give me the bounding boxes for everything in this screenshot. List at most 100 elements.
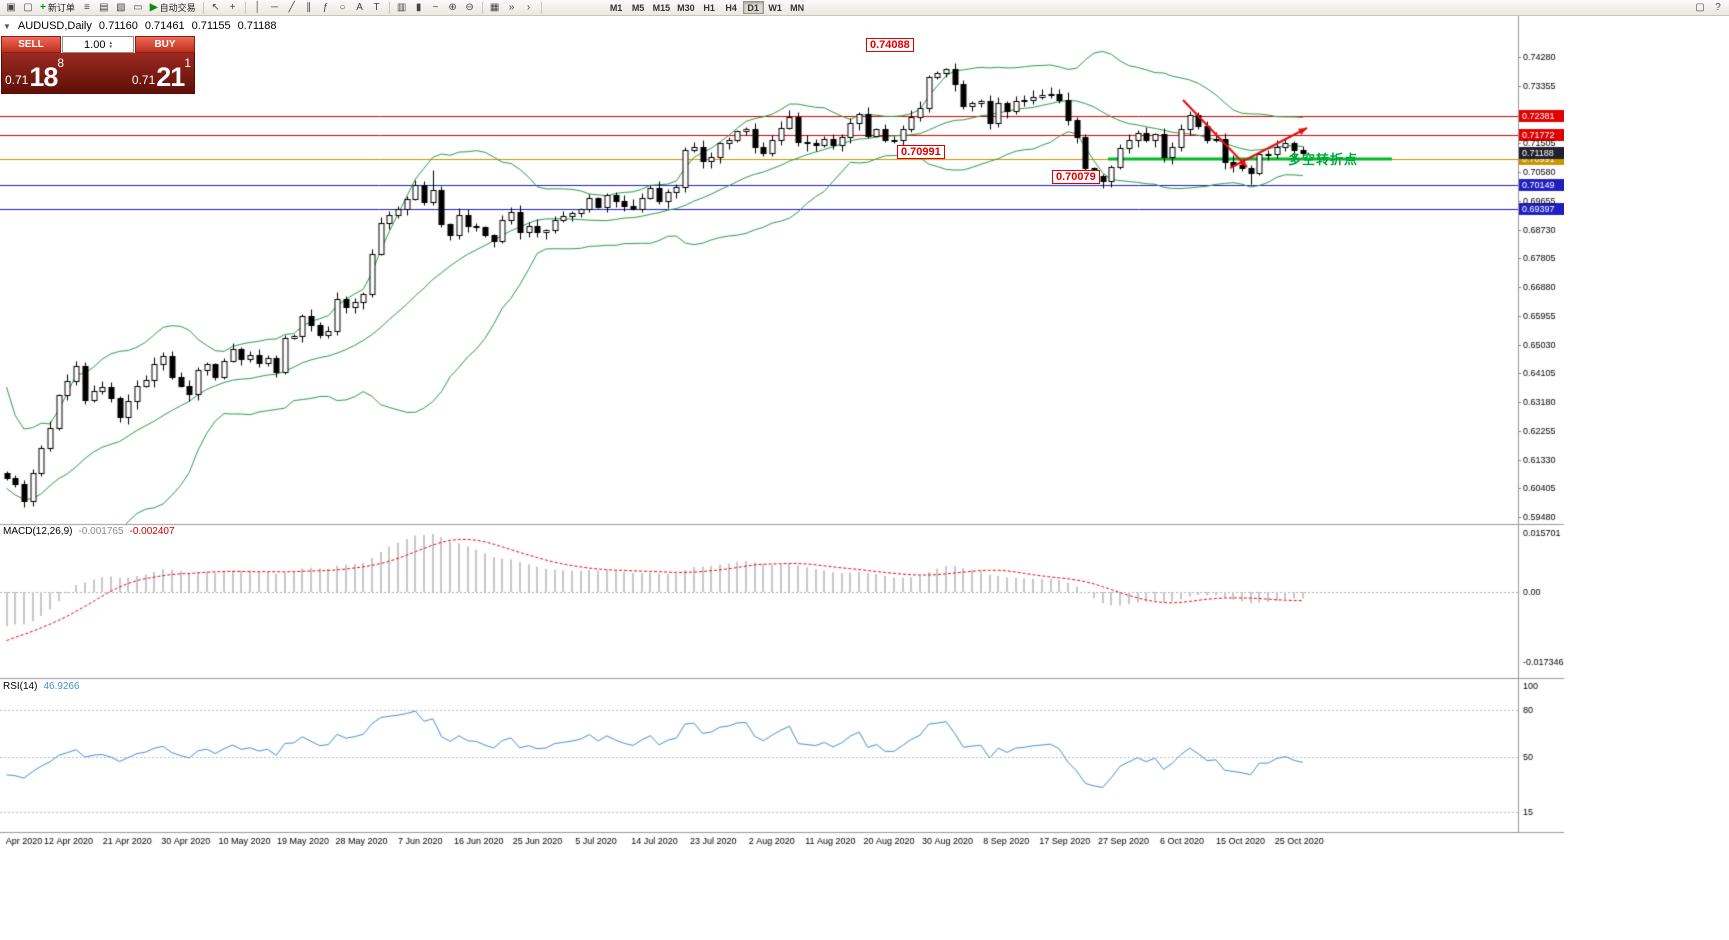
volume-spinner[interactable]: ▴ ▾ — [109, 39, 112, 50]
charts-bar-button[interactable]: ▣ — [3, 1, 19, 15]
zoom-out-button[interactable]: ⊖ — [462, 1, 478, 15]
timeframe-m15-button[interactable]: M15 — [652, 2, 671, 13]
one-click-collapse-icon[interactable]: ▼ — [3, 21, 11, 31]
volume-value: 1.00 — [84, 38, 106, 51]
timeframe-w1-button[interactable]: W1 — [768, 2, 782, 13]
timeframe-h1-button[interactable]: H1 — [703, 2, 715, 13]
market-watch-button[interactable]: ≡ — [79, 1, 95, 15]
question-icon: ? — [1715, 1, 1721, 13]
terminal-button[interactable]: ▭ — [130, 1, 146, 15]
one-click-trading-panel: SELL 1.00 ▴ ▾ BUY 0.71 18 8 0.71 21 1 — [1, 36, 195, 94]
book-icon: ▤ — [99, 1, 109, 13]
linechart-icon: ~ — [432, 1, 439, 13]
fibo-icon: ƒ — [322, 1, 329, 13]
ohlc-open: 0.71160 — [98, 20, 138, 32]
bid-prefix: 0.71 — [5, 73, 29, 87]
timeframe-d1-button[interactable]: D1 — [742, 1, 764, 14]
bid-price[interactable]: 0.71 18 8 — [5, 53, 64, 93]
hline-icon: ─ — [271, 1, 279, 13]
rsi-value: 46.9266 — [43, 681, 80, 692]
tile-windows-button[interactable]: ▦ — [487, 1, 503, 15]
timeframe-m30-button[interactable]: M30 — [677, 2, 695, 13]
ask-big-digits: 21 — [156, 62, 185, 92]
horizontal-line-button[interactable]: ─ — [267, 1, 283, 15]
cursor-icon: ↖ — [211, 1, 220, 13]
main-toolbar: ▣ ▢ + 新订单 ≡ ▤ ▧ ▭ ▶ 自动交易 ↖ + │ ─ ╱ ∥ ƒ ○ A T ▥ ▮ ~ ⊕ ⊖ ▦» › M1 M5 M15… — [0, 0, 1729, 16]
pivot-annotation-text[interactable]: 多空转折点 — [1288, 152, 1359, 167]
bar-chart-mode-button[interactable]: ▥ — [394, 1, 410, 15]
new-order-label: 新订单 — [47, 3, 75, 13]
trade-panel-header: SELL 1.00 ▴ ▾ BUY — [1, 36, 195, 53]
terminal-icon: ▭ — [133, 1, 143, 13]
ohlc-high: 0.71461 — [144, 20, 185, 32]
chart-symbol-label: AUDUSD,Daily — [17, 20, 92, 32]
shapes-button[interactable]: ○ — [335, 1, 351, 15]
spinner-up-icon[interactable]: ▴ — [109, 39, 112, 46]
auto-scroll-button[interactable]: » — [504, 1, 520, 15]
volume-field[interactable]: 1.00 ▴ ▾ — [62, 36, 134, 53]
ohlc-low: 0.71155 — [191, 20, 231, 32]
line-chart-mode-button[interactable]: ~ — [428, 1, 444, 15]
price-flag[interactable]: 0.74088 — [866, 38, 914, 52]
toolbar-separator — [388, 1, 390, 14]
text-label-button[interactable]: A — [352, 1, 368, 15]
window-icon: ▢ — [23, 1, 33, 13]
sell-button[interactable]: SELL — [1, 36, 61, 53]
toolbar-separator — [540, 1, 542, 14]
play-icon: ▶ — [149, 1, 158, 13]
list-icon: ≡ — [83, 1, 90, 13]
candles-icon: ▮ — [415, 1, 422, 13]
timeframe-h4-button[interactable]: H4 — [725, 2, 737, 13]
ohlc-close: 0.71188 — [237, 20, 277, 32]
shift-icon: › — [526, 1, 531, 13]
price-flag[interactable]: 0.70991 — [897, 145, 945, 159]
vertical-line-button[interactable]: │ — [250, 1, 266, 15]
bid-big-digits: 18 — [29, 62, 58, 92]
fibonacci-retracement-button[interactable]: ƒ — [318, 1, 334, 15]
candlestick-mode-button[interactable]: ▮ — [411, 1, 427, 15]
window-icon: ▢ — [1695, 1, 1705, 13]
toolbar-separator — [244, 1, 246, 14]
zoomout-icon: ⊖ — [465, 1, 474, 13]
price-flag[interactable]: 0.70079 — [1052, 170, 1100, 184]
help-button[interactable]: ? — [1710, 1, 1726, 15]
macd-name: MACD(12,26,9) — [3, 526, 73, 537]
macd-main-value: -0.001765 — [78, 526, 124, 537]
navigator-button[interactable]: ▧ — [113, 1, 129, 15]
toolbar-separator — [481, 1, 483, 14]
chart-profiles-button[interactable]: ▢ — [20, 1, 36, 15]
buy-button[interactable]: BUY — [135, 36, 195, 53]
macd-signal-value: -0.002407 — [129, 526, 175, 537]
channel-icon: ∥ — [306, 1, 312, 13]
timeframe-mn-button[interactable]: MN — [790, 2, 805, 13]
ask-pip-digit: 1 — [184, 56, 191, 70]
spinner-down-icon[interactable]: ▾ — [109, 43, 112, 50]
rsi-indicator-label: RSI(14) 46.9266 — [3, 681, 80, 692]
zoom-in-button[interactable]: ⊕ — [445, 1, 461, 15]
toolbar-separator — [202, 1, 204, 14]
timeframe-m1-button[interactable]: M1 — [609, 2, 623, 13]
ellipse-icon: ○ — [339, 1, 346, 13]
auto-trading-button[interactable]: ▶ 自动交易 — [147, 1, 199, 15]
plus-icon: + — [40, 1, 46, 13]
data-window-button[interactable]: ▤ — [96, 1, 112, 15]
cursor-button[interactable]: ↖ — [208, 1, 224, 15]
textA-icon: A — [356, 1, 363, 13]
folder-icon: ▧ — [116, 1, 126, 13]
new-window-button[interactable]: ▢ — [1692, 1, 1708, 15]
tline-icon: ╱ — [288, 1, 295, 13]
trendline-button[interactable]: ╱ — [284, 1, 300, 15]
zoomin-icon: ⊕ — [448, 1, 457, 13]
arrowT-icon: T — [373, 1, 380, 13]
timeframe-m5-button[interactable]: M5 — [631, 2, 645, 13]
vline-icon: │ — [254, 1, 261, 13]
crosshair-button[interactable]: + — [225, 1, 241, 15]
autoscroll-icon: » — [508, 1, 515, 13]
equidistant-channel-button[interactable]: ∥ — [301, 1, 317, 15]
chart-window: ▼ AUDUSD,Daily 0.71160 0.71461 0.71155 0… — [0, 16, 1564, 848]
chart-canvas[interactable] — [0, 16, 1564, 848]
ask-price[interactable]: 0.71 21 1 — [132, 53, 191, 93]
new-order-button[interactable]: + 新订单 — [37, 1, 78, 15]
chart-shift-button[interactable]: › — [521, 1, 537, 15]
arrow-objects-button[interactable]: T — [369, 1, 385, 15]
